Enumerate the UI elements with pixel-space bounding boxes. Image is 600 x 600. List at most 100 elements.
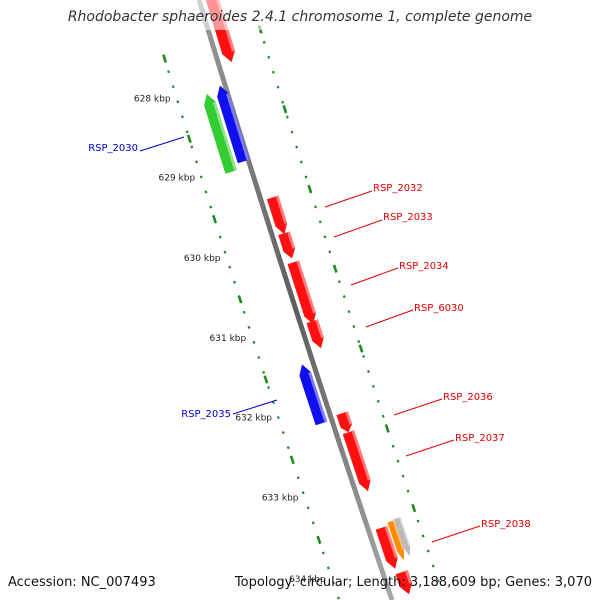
gene-feature-grey[interactable] [393,517,410,557]
tick-dot [190,145,194,149]
tick-dot [271,70,275,74]
gene-feature-blue[interactable] [217,85,250,164]
gene-label-rsp_2030[interactable]: RSP_2030 [88,136,185,154]
gene-label-text[interactable]: RSP_2033 [383,212,433,223]
gene-label-text[interactable]: RSP_2032 [373,183,423,194]
tick-dot [242,310,246,314]
gene-arrow-body[interactable] [217,85,250,164]
tick-dot [376,399,380,403]
major-tick [282,104,288,114]
gene-label-text[interactable]: RSP_6030 [414,303,464,314]
major-tick [237,295,243,304]
major-tick [332,264,338,273]
gene-arrow-body[interactable] [204,93,237,174]
tick-dot [171,85,175,89]
tick-dot [416,519,420,523]
gene-arrow-body[interactable] [299,364,328,426]
tick-dot [436,579,440,583]
gene-feature-red[interactable] [375,525,398,569]
gene-feature-red[interactable] [287,260,316,325]
gene-arrow-body[interactable] [375,525,398,569]
gene-label-text[interactable]: RSP_2037 [455,433,505,444]
tick-dot [431,564,435,568]
tick-dot [306,506,310,510]
gene-label-text[interactable]: RSP_2035 [181,409,231,420]
gene-feature-red[interactable] [278,231,296,259]
tick-dot [295,145,299,149]
major-tick [384,424,390,433]
scale-label: 628 kbp [134,95,171,105]
gene-arrow-highlight [404,570,412,584]
leader-line [393,398,443,416]
gene-feature-orange[interactable] [387,520,405,561]
tick-dot [290,130,294,134]
tick-dot [233,280,236,284]
gene-feature-red[interactable] [336,411,353,433]
genome-summary-text: Topology: circular; Length: 3,188,609 bp… [234,575,592,590]
major-tick [186,134,192,144]
leader-line [405,439,455,457]
gene-feature-blue[interactable] [299,364,328,426]
gene-arrow-body[interactable] [287,260,316,325]
gene-label-text[interactable]: RSP_2038 [481,519,531,530]
gene-label-rsp_2038[interactable]: RSP_2038 [431,519,531,543]
gene-label-rsp_2035[interactable]: RSP_2035 [181,399,278,420]
accession-text: Accession: NC_007493 [8,575,156,590]
gene-label-rsp_2037[interactable]: RSP_2037 [405,433,505,457]
gene-label-text[interactable]: RSP_2030 [88,143,138,154]
tick-dot [357,340,361,344]
tick-dot [281,431,285,435]
labels: 628 kbp 629 kbp 630 kbp 631 kbp 632 kbp 633 k… [88,95,531,585]
backbone-line [196,0,395,600]
gene-arrow-highlight [384,525,398,559]
tick-dot [337,596,340,600]
gene-arrow-body[interactable] [393,517,410,557]
tick-dot [318,220,322,224]
gene-feature-red[interactable] [266,195,288,235]
gene-label-rsp_2033[interactable]: RSP_2033 [333,212,433,238]
scale-label: 633 kbp [262,494,299,504]
gene-label-text[interactable]: RSP_2034 [399,261,449,272]
tick-dot [314,205,317,209]
tick-dot [401,474,405,478]
tick-dot [299,160,303,164]
leader-line [365,309,414,328]
gene-label-rsp_6030[interactable]: RSP_6030 [365,303,464,328]
tick-dot [396,459,400,463]
scale-label: 632 kbp [235,413,272,423]
tick-dot [228,265,232,269]
gene-feature-green[interactable] [204,93,237,174]
scale-label: 630 kbp [184,254,221,264]
major-tick [316,535,322,545]
gene-label-rsp_2034[interactable]: RSP_2034 [350,261,449,286]
tick-dot [342,295,346,299]
tick-dot [421,534,425,538]
gene-arrow-body[interactable] [342,430,371,492]
tick-dot [301,491,305,495]
gene-arrow-highlight [212,101,237,172]
gene-feature-red[interactable] [395,570,412,595]
gene-arrow-highlight [392,520,405,551]
gene-arrow-highlight [226,93,250,161]
tick-dot [167,70,170,74]
backbone [196,0,395,600]
tick-dot [304,175,308,179]
tick-dot [337,280,341,284]
gene-label-rsp_2036[interactable]: RSP_2036 [393,392,493,416]
gene-arrow-body[interactable] [266,195,288,235]
gene-label-rsp_2032[interactable]: RSP_2032 [324,183,423,208]
top-fade [150,0,290,30]
gene-feature-red[interactable] [342,430,371,492]
scale-label: 629 kbp [159,174,196,184]
gene-label-text[interactable]: RSP_2036 [443,392,493,403]
gene-arrow-body[interactable] [387,520,405,561]
leader-line [350,267,399,286]
tick-dot [362,355,366,358]
tick-dot [267,55,271,59]
gene-arrow-highlight [345,411,353,425]
major-tick [358,344,364,353]
tick-dot [352,325,356,329]
gene-feature-red[interactable] [306,319,324,349]
tick-dot [286,446,290,450]
major-tick [212,214,217,224]
